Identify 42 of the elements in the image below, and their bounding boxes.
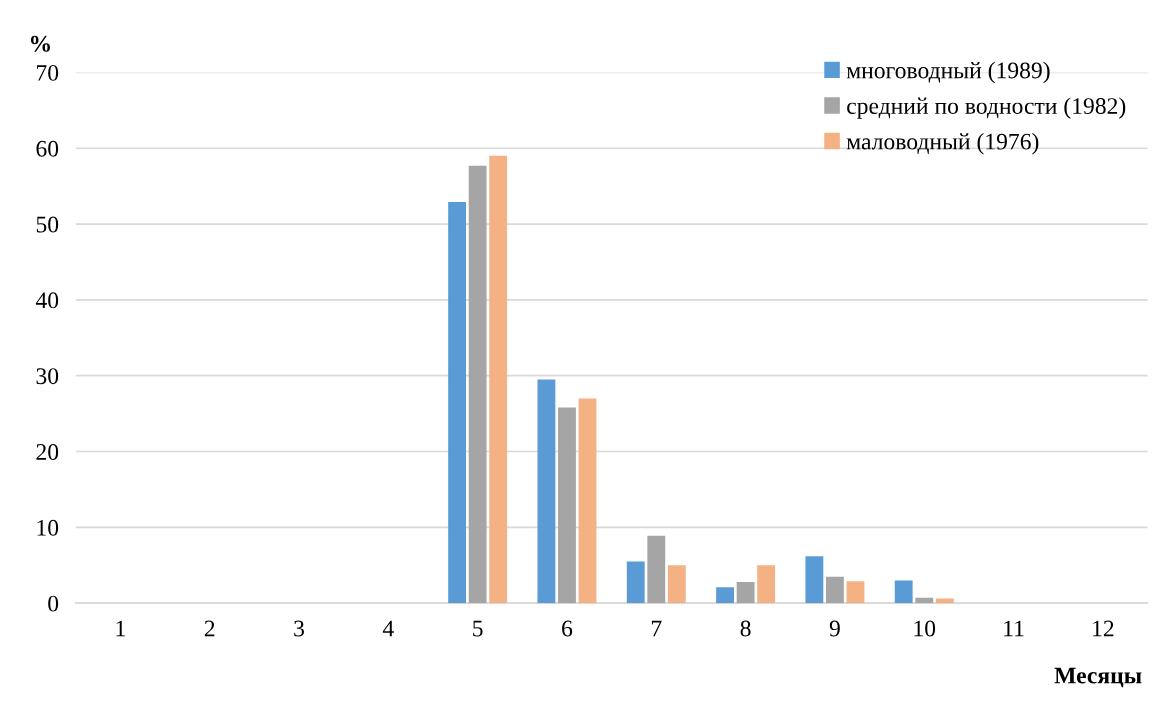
bar xyxy=(915,597,934,604)
bar xyxy=(757,565,776,604)
bar xyxy=(468,165,487,604)
bar xyxy=(537,379,556,604)
bar xyxy=(489,155,508,604)
y-tick-label: 30 xyxy=(36,368,59,385)
y-tick-label: 10 xyxy=(37,519,59,536)
x-tick-label: 2 xyxy=(204,620,215,637)
bar xyxy=(716,587,734,604)
x-tick-label: 5 xyxy=(473,620,483,637)
bar xyxy=(558,407,576,604)
x-tick-label: 12 xyxy=(1093,620,1114,637)
y-tick-label: 40 xyxy=(35,292,59,309)
x-tick-label: 6 xyxy=(562,620,573,637)
y-tick-label: 60 xyxy=(36,140,59,157)
x-tick-label: 3 xyxy=(294,620,304,637)
x-tick-label: 4 xyxy=(382,620,394,637)
bar xyxy=(448,202,467,604)
legend-label: средний по водности (1982) xyxy=(847,97,1126,119)
y-axis-title: % xyxy=(30,35,50,52)
y-tick-label: 50 xyxy=(36,216,59,233)
legend-label: многоводный (1989) xyxy=(846,61,1050,84)
bar xyxy=(846,581,865,604)
bar xyxy=(805,556,824,604)
x-tick-label: 11 xyxy=(1004,620,1024,637)
bar xyxy=(736,581,755,604)
bar xyxy=(894,580,913,604)
x-tick-label: 8 xyxy=(740,620,751,637)
y-tick-label: 70 xyxy=(37,64,59,81)
x-tick-label: 1 xyxy=(116,620,125,637)
bar xyxy=(578,398,597,604)
bar xyxy=(626,561,645,604)
bar xyxy=(647,535,666,604)
x-tick-label: 9 xyxy=(829,620,840,637)
bar xyxy=(825,576,844,604)
y-tick-label: 20 xyxy=(36,444,59,460)
x-tick-label: 7 xyxy=(651,620,662,637)
x-tick-label: 10 xyxy=(914,620,936,637)
y-tick-label: 0 xyxy=(48,595,59,612)
legend-label: маловодный (1976) xyxy=(846,132,1039,155)
x-axis-title: Месяцы xyxy=(1054,667,1142,688)
bar xyxy=(667,565,686,604)
